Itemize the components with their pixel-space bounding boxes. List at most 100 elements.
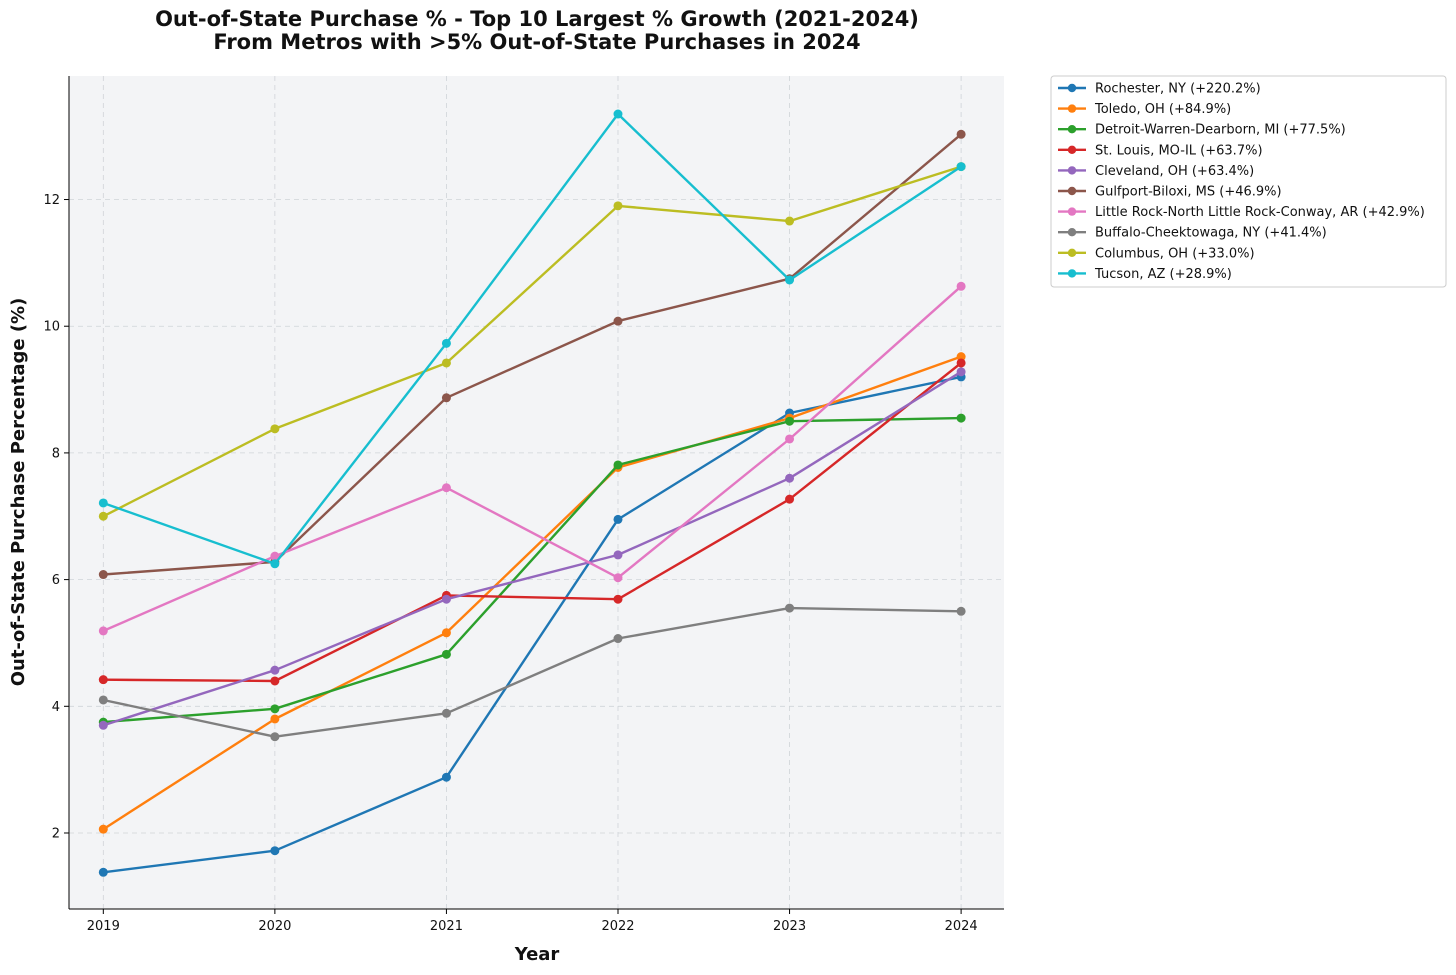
- data-point: [785, 473, 795, 483]
- data-point: [613, 201, 623, 211]
- data-point: [613, 573, 623, 583]
- series-line: [102, 165, 962, 518]
- legend-entry-label: Cleveland, OH (+63.4%): [1095, 164, 1254, 179]
- data-point: [98, 570, 108, 580]
- data-point: [441, 772, 451, 782]
- y-tick-label: 10: [43, 320, 60, 335]
- x-tick-label: 2019: [87, 919, 120, 934]
- data-point: [785, 494, 795, 504]
- data-point: [98, 824, 108, 834]
- series-line: [103, 362, 962, 683]
- data-point: [613, 109, 623, 119]
- data-point: [441, 594, 451, 604]
- x-tick-label: 2020: [258, 919, 291, 934]
- series-2: [98, 352, 966, 834]
- legend-swatch-marker: [1067, 186, 1077, 196]
- data-point: [441, 628, 451, 638]
- legend-entry-label: St. Louis, MO-IL (+63.7%): [1095, 143, 1263, 158]
- x-tick-label: 2021: [430, 919, 463, 934]
- legend-entry-label: Columbus, OH (+33.0%): [1095, 246, 1255, 261]
- data-point: [956, 281, 966, 291]
- data-point: [270, 665, 280, 675]
- legend-swatch-marker: [1067, 248, 1077, 257]
- legend-swatch-marker: [1067, 207, 1077, 216]
- data-point: [270, 714, 280, 724]
- data-point: [441, 483, 451, 493]
- series-9: [98, 162, 966, 521]
- x-axis-ticks: 2019 2020 2021 2022 2023 2024: [87, 909, 978, 934]
- chart-title-line2: From Metros with >5% Out-of-State Purcha…: [213, 30, 860, 54]
- data-point: [441, 649, 451, 659]
- data-point: [270, 424, 280, 434]
- legend-frame: [1050, 75, 1447, 288]
- series-8: [98, 603, 966, 742]
- legend-entry-label: Gulfport-Biloxi, MS (+46.9%): [1095, 185, 1282, 200]
- legend-entry-label: Toledo, OH (+84.9%): [1094, 102, 1231, 117]
- data-point: [98, 511, 108, 521]
- data-point: [956, 352, 966, 362]
- data-point: [956, 413, 966, 423]
- data-point: [613, 460, 623, 470]
- data-point: [956, 162, 966, 172]
- data-point: [441, 393, 451, 403]
- data-point: [98, 720, 108, 730]
- series-line: [103, 416, 962, 724]
- data-point: [98, 675, 108, 685]
- data-point: [785, 216, 795, 226]
- series-line: [102, 370, 962, 727]
- legend: Rochester, NY (+220.2%) Toledo, OH (+84.9…: [1050, 75, 1447, 288]
- legend-swatch-marker: [1067, 104, 1077, 113]
- series-line: [103, 133, 962, 576]
- legend-swatch-marker: [1067, 166, 1077, 175]
- series-7: [98, 281, 966, 636]
- legend-entry-label: Tucson, AZ (+28.9%): [1094, 267, 1232, 282]
- data-point: [270, 846, 280, 856]
- legend-entry-label: Detroit-Warren-Dearborn, MI (+77.5%): [1095, 123, 1346, 138]
- series-10: [98, 109, 966, 569]
- series-line: [102, 112, 962, 565]
- legend-swatch-marker: [1067, 228, 1077, 237]
- y-tick-label: 12: [43, 193, 60, 208]
- data-point: [613, 594, 623, 604]
- series-5: [98, 367, 966, 730]
- data-point: [270, 676, 280, 686]
- data-point: [956, 606, 966, 616]
- x-axis-label: Year: [514, 944, 560, 965]
- data-point: [270, 732, 280, 742]
- data-point: [98, 695, 108, 705]
- data-point: [441, 338, 451, 348]
- data-point: [441, 358, 451, 368]
- x-tick-label: 2024: [945, 919, 978, 934]
- legend-entry-label: Little Rock-North Little Rock-Conway, AR…: [1095, 205, 1425, 220]
- data-point: [98, 867, 108, 877]
- data-point: [956, 367, 966, 377]
- data-point: [441, 708, 451, 718]
- data-point: [785, 416, 795, 426]
- data-point: [613, 550, 623, 560]
- data-point: [98, 626, 108, 636]
- legend-swatch-marker: [1067, 83, 1077, 93]
- series-line: [102, 355, 962, 831]
- legend-entry-label: Buffalo-Cheektowaga, NY (+41.4%): [1095, 226, 1327, 241]
- data-point: [270, 559, 280, 569]
- chart-title-line1: Out-of-State Purchase % - Top 10 Largest…: [155, 7, 919, 31]
- y-axis-label: Out-of-State Purchase Percentage (%): [8, 298, 29, 687]
- data-point: [98, 498, 108, 508]
- x-tick-label: 2023: [773, 919, 806, 934]
- data-point: [785, 434, 795, 444]
- data-point: [956, 129, 966, 139]
- data-point: [956, 358, 966, 368]
- series-line: [102, 285, 962, 633]
- plot-area: [69, 76, 1004, 909]
- data-point: [613, 634, 623, 644]
- y-tick-label: 8: [52, 446, 60, 461]
- data-point: [613, 514, 623, 524]
- data-point: [270, 551, 280, 561]
- legend-swatch-marker: [1067, 125, 1077, 134]
- legend-swatch-marker: [1067, 145, 1077, 154]
- data-point: [785, 603, 795, 613]
- legend-entry-label: Rochester, NY (+220.2%): [1095, 82, 1261, 97]
- data-point: [613, 316, 623, 326]
- grid-lines: [69, 76, 1004, 909]
